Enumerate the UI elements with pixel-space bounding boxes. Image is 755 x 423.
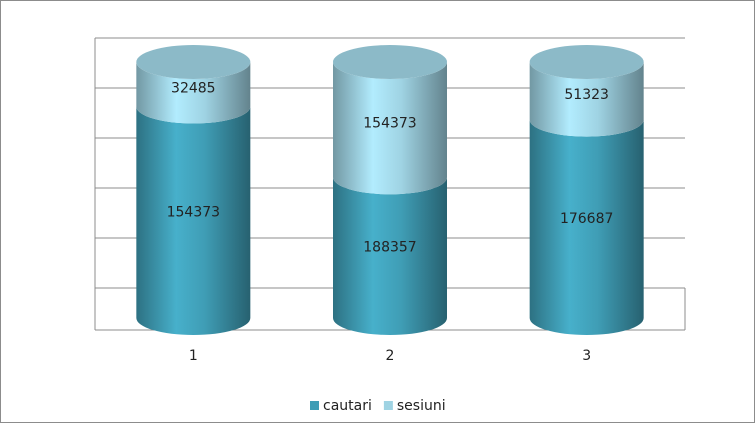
cylinder-segment: [136, 106, 251, 335]
cylinder-segment: [333, 62, 447, 195]
x-tick-label: 2: [386, 348, 395, 364]
legend-label: cautari: [323, 398, 372, 414]
cylinder-top: [529, 45, 644, 79]
x-tick-label: 1: [189, 348, 198, 364]
legend-swatch: [310, 401, 319, 410]
cylinder-segment: [529, 119, 644, 336]
cylinder-top: [136, 45, 251, 79]
legend-label: sesiuni: [397, 398, 446, 414]
cylinder-segment: [333, 177, 447, 335]
data-label: 188357: [363, 240, 416, 256]
cylinder-segment: [136, 62, 251, 124]
data-label: 154373: [167, 204, 220, 220]
legend-swatch: [383, 401, 393, 410]
cylinder-top: [333, 45, 447, 79]
data-label: 32485: [171, 80, 216, 96]
cylinder-segment: [529, 62, 644, 137]
data-label: 176687: [560, 211, 613, 227]
x-tick-label: 3: [582, 348, 591, 364]
data-label: 51323: [564, 87, 609, 103]
data-label: 154373: [363, 116, 416, 132]
